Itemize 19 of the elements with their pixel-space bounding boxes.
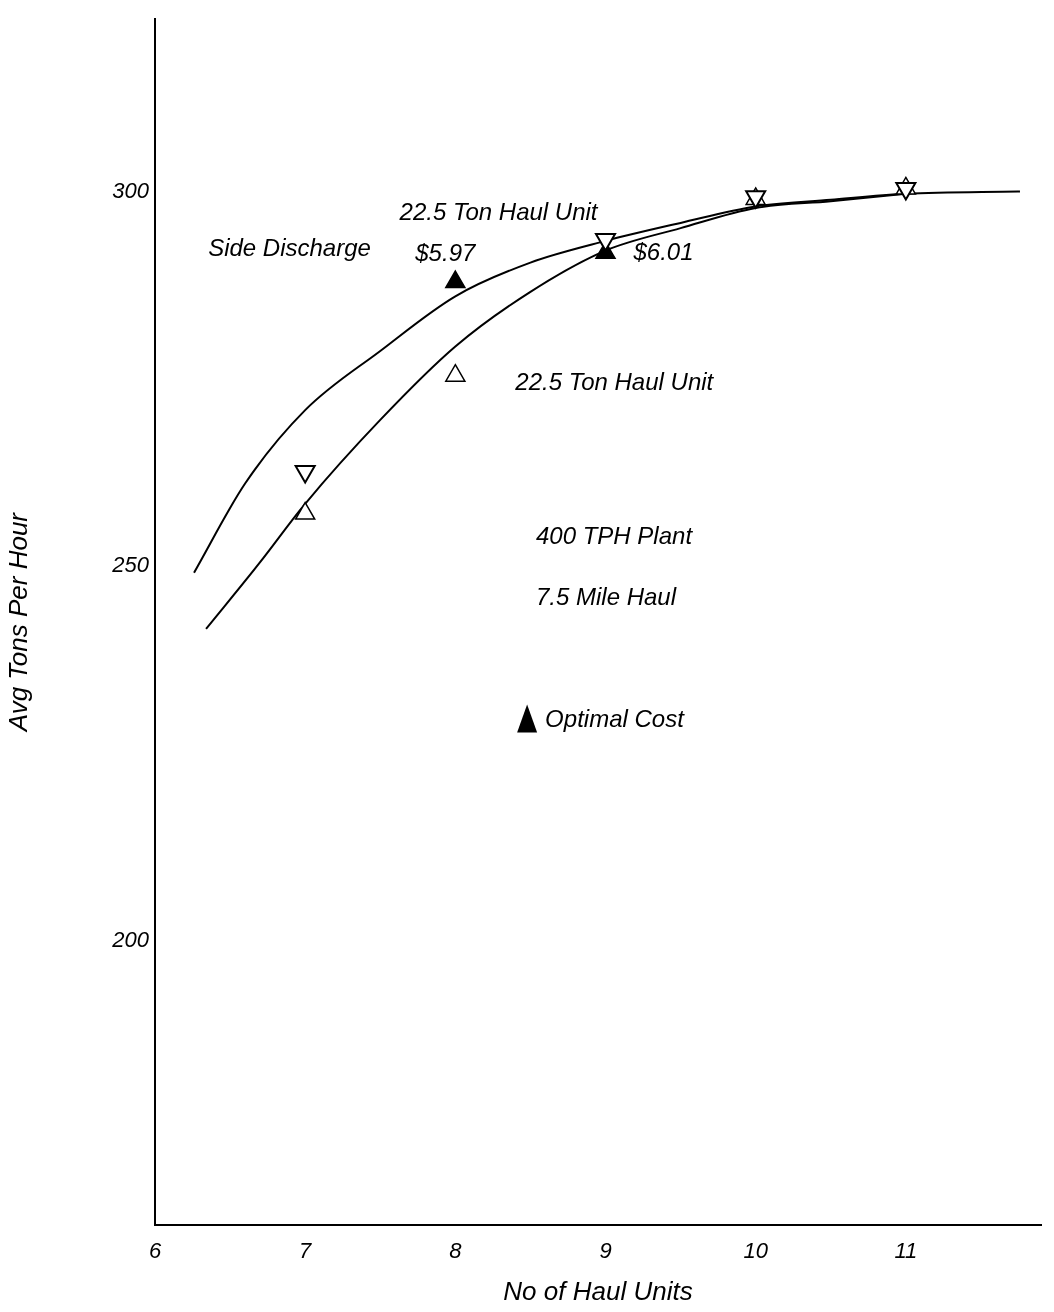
annotation: Side Discharge: [208, 234, 371, 262]
x-tick-label: 9: [599, 1238, 612, 1264]
x-tick-label: 6: [148, 1238, 162, 1264]
annotation: 7.5 Mile Haul: [535, 582, 677, 610]
x-axis-title: No of Haul Units: [503, 1275, 693, 1306]
x-tick-label: 11: [894, 1238, 918, 1264]
x-tick-label: 8: [449, 1238, 463, 1264]
y-tick-label: 250: [111, 552, 150, 578]
legend-label: Optimal Cost: [545, 705, 686, 733]
y-tick-label: 300: [112, 177, 150, 203]
annotation: $6.01: [632, 237, 694, 265]
x-tick-label: 7: [299, 1238, 313, 1264]
text: 22.5 Ton Haul Unit: [514, 368, 715, 396]
y-tick-label: 200: [111, 926, 150, 952]
annotation: $5.97: [414, 238, 477, 266]
x-tick-label: 10: [743, 1238, 769, 1264]
y-axis-title: Avg Tons Per Hour: [2, 511, 33, 734]
series-label: 22.5 Ton Haul Unit: [398, 198, 599, 226]
annotation: 400 TPH Plant: [535, 522, 694, 550]
